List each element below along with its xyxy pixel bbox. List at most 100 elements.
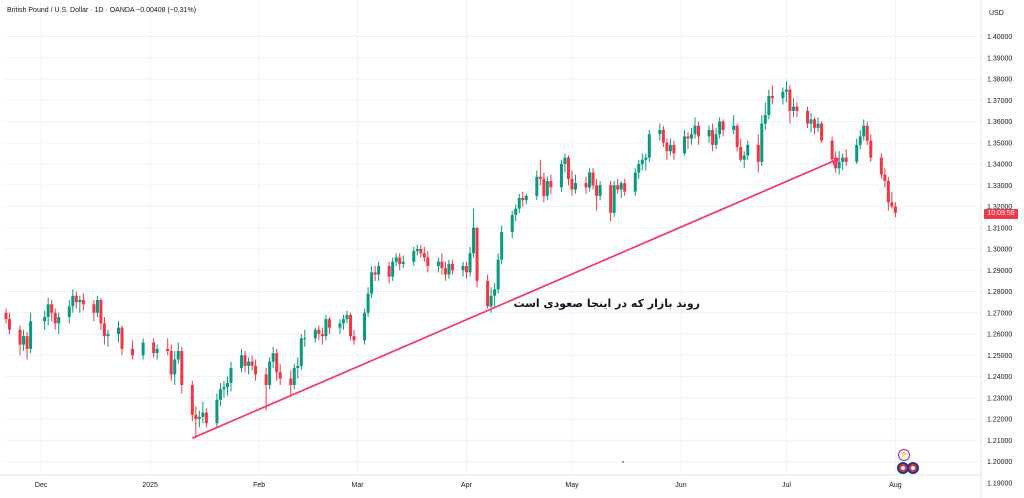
candle-body [95, 300, 99, 313]
candle-body [784, 89, 788, 92]
candle-body [229, 368, 233, 383]
candle [131, 340, 135, 360]
candle [46, 297, 50, 326]
candle [591, 168, 595, 190]
candle [116, 321, 120, 343]
candle [584, 176, 588, 194]
candle-body [461, 266, 465, 271]
candle-body [4, 312, 8, 320]
candle [711, 123, 715, 152]
candle-body [661, 130, 665, 143]
candle [450, 259, 454, 275]
candle-body [327, 319, 331, 328]
candle [609, 181, 613, 222]
trend-annotation[interactable]: روند بازار که در اینجا صعودی است [513, 297, 700, 310]
price-axis[interactable]: 1.19000 1.20000 1.21000 1.22000 1.23000 1.240… [980, 0, 1012, 498]
candle [370, 266, 374, 298]
candle [53, 308, 57, 330]
price-tick-label: 1.21000 [987, 438, 1012, 445]
candle [858, 130, 862, 150]
candle-body [22, 336, 26, 345]
candle-body [893, 206, 897, 213]
candle [225, 376, 229, 396]
candle [862, 119, 866, 141]
candle-body [820, 123, 824, 141]
candle [619, 181, 623, 198]
candle [760, 115, 764, 167]
price-tick-label: 1.25000 [987, 353, 1012, 360]
flash-icon[interactable]: ⚡ [898, 449, 910, 461]
price-tick-label: 1.32000 [987, 204, 1012, 211]
candle-body [830, 140, 834, 158]
candle [770, 85, 774, 105]
time-tick-label: May [565, 482, 579, 489]
candle-body [489, 295, 493, 307]
candle [169, 344, 173, 381]
candle [633, 168, 637, 196]
candle [440, 253, 444, 275]
candle [254, 359, 258, 381]
price-tick-label: 1.20000 [987, 459, 1012, 466]
candle-body [883, 174, 887, 181]
candle [707, 125, 711, 143]
candle [661, 125, 665, 147]
time-tick-label: Jul [782, 482, 791, 489]
time-tick-label: Apr [461, 482, 473, 489]
candle [879, 153, 883, 179]
candle [278, 363, 282, 385]
candle-body [535, 176, 539, 196]
price-tick-label: 1.35000 [987, 140, 1012, 147]
candle-body [711, 130, 715, 145]
time-axis[interactable]: Dec 2025 Feb Mar Apr May Jun Jul Aug [0, 474, 981, 489]
candle-body [756, 144, 760, 162]
candle [204, 408, 208, 428]
symbol-title[interactable]: British Pound / U.S. Dollar · 1D · OANDA… [7, 7, 197, 14]
candle [784, 81, 788, 103]
candle [886, 176, 890, 211]
candle-body [324, 319, 328, 337]
grid [4, 0, 981, 475]
candle [415, 244, 419, 256]
candle-body [584, 183, 588, 188]
candle [74, 291, 78, 309]
candle-body [415, 249, 419, 252]
candle-body [278, 372, 282, 379]
candle-body [844, 157, 848, 162]
candle [718, 117, 722, 139]
candle-body [313, 329, 317, 339]
candle [95, 295, 99, 317]
time-tick-label: Jun [675, 482, 686, 489]
price-tick-label: 1.19000 [987, 480, 1012, 487]
candle-body [436, 261, 440, 266]
candle [268, 357, 272, 390]
candle-body [197, 416, 201, 419]
candle-body [296, 365, 300, 368]
candle-body [289, 378, 293, 385]
candle-body [647, 134, 651, 158]
candle-body [538, 176, 542, 179]
candle-body [686, 136, 690, 139]
candle [493, 283, 497, 309]
currency-flags-icon[interactable] [897, 462, 921, 474]
currency-label[interactable]: USD [989, 10, 1004, 17]
candle [120, 325, 124, 356]
candle [475, 227, 479, 288]
candle-body [201, 412, 205, 417]
candle [788, 85, 792, 124]
candle [686, 132, 690, 150]
candle [102, 317, 106, 345]
candle [412, 246, 416, 266]
candle-body [609, 185, 613, 213]
candle-body [116, 327, 120, 334]
candle [746, 140, 750, 160]
candle-body [218, 389, 222, 400]
candle-body [644, 157, 648, 160]
candle-body [559, 164, 563, 188]
candle [447, 259, 451, 279]
candle [338, 319, 342, 334]
candle [795, 102, 799, 118]
trendline[interactable] [191, 157, 840, 439]
candle [67, 300, 71, 324]
price-tick-label: 1.40000 [987, 34, 1012, 41]
